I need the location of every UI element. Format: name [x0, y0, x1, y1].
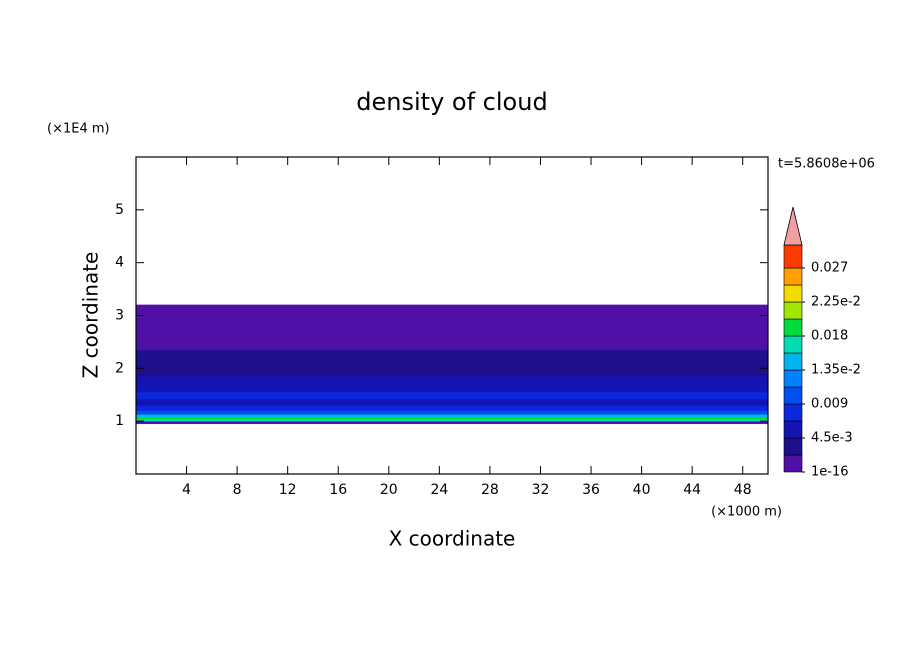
- colorbar-extend: [783, 206, 803, 246]
- contour-band: [135, 416, 769, 420]
- x-unit-label: (×1000 m): [711, 505, 782, 520]
- y-axis-label: Z coordinate: [79, 252, 103, 379]
- contour-band: [135, 410, 769, 415]
- contour-band: [135, 418, 769, 422]
- contour-band: [135, 368, 769, 377]
- contour-band: [135, 414, 769, 418]
- chart-title: density of cloud: [356, 88, 547, 116]
- x-tick-label: 20: [380, 482, 398, 498]
- colorbar-box: [783, 352, 803, 371]
- contour-band: [135, 360, 769, 369]
- x-tick-label: 32: [532, 482, 550, 498]
- colorbar-box: [783, 267, 803, 286]
- y-tick-label: 2: [115, 360, 124, 376]
- colorbar-box: [783, 301, 803, 320]
- colorbar-box: [783, 420, 803, 439]
- x-tick-label: 28: [481, 482, 499, 498]
- x-tick-label: 12: [279, 482, 297, 498]
- contour-band: [135, 391, 769, 400]
- y-unit-label: (×1E4 m): [47, 122, 110, 137]
- colorbar-tick-label: 0.009: [811, 397, 848, 412]
- y-tick-label: 1: [115, 413, 124, 429]
- time-label: t=5.8608e+06: [778, 157, 875, 172]
- contour-band: [135, 349, 769, 361]
- colorbar-tick-label: 0.027: [811, 261, 848, 276]
- contour-band: [135, 405, 769, 411]
- colorbar-tick-label: 4.5e-3: [811, 431, 853, 446]
- x-tick-label: 44: [683, 482, 701, 498]
- x-tick-label: 4: [182, 482, 191, 498]
- colorbar-box: [783, 284, 803, 303]
- y-tick-label: 3: [115, 308, 124, 324]
- colorbar-box: [783, 437, 803, 456]
- y-tick-label: 5: [115, 202, 124, 218]
- contour-band: [135, 398, 769, 406]
- colorbar-box: [783, 386, 803, 405]
- contour-band: [135, 420, 769, 425]
- colorbar-tick-label: 0.018: [811, 329, 848, 344]
- y-tick-label: 4: [115, 255, 124, 271]
- contour-band: [135, 304, 769, 337]
- colorbar-tick-label: 1e-16: [811, 465, 849, 480]
- colorbar-tick-label: 2.25e-2: [811, 295, 861, 310]
- x-tick-label: 40: [633, 482, 651, 498]
- colorbar-tick-label: 1.35e-2: [811, 363, 861, 378]
- x-tick-label: 16: [329, 482, 347, 498]
- colorbar-box: [783, 244, 803, 269]
- x-tick-label: 24: [430, 482, 448, 498]
- colorbar-box: [783, 403, 803, 422]
- colorbar-box: [783, 454, 803, 473]
- contour-band: [135, 376, 769, 385]
- x-axis-label: X coordinate: [389, 527, 516, 551]
- colorbar-box: [783, 369, 803, 388]
- contour-band: [135, 336, 769, 351]
- colorbar-box: [783, 318, 803, 337]
- contour-band: [135, 383, 769, 393]
- x-tick-label: 36: [582, 482, 600, 498]
- x-tick-label: 8: [233, 482, 242, 498]
- colorbar-box: [783, 335, 803, 354]
- x-tick-label: 48: [734, 482, 752, 498]
